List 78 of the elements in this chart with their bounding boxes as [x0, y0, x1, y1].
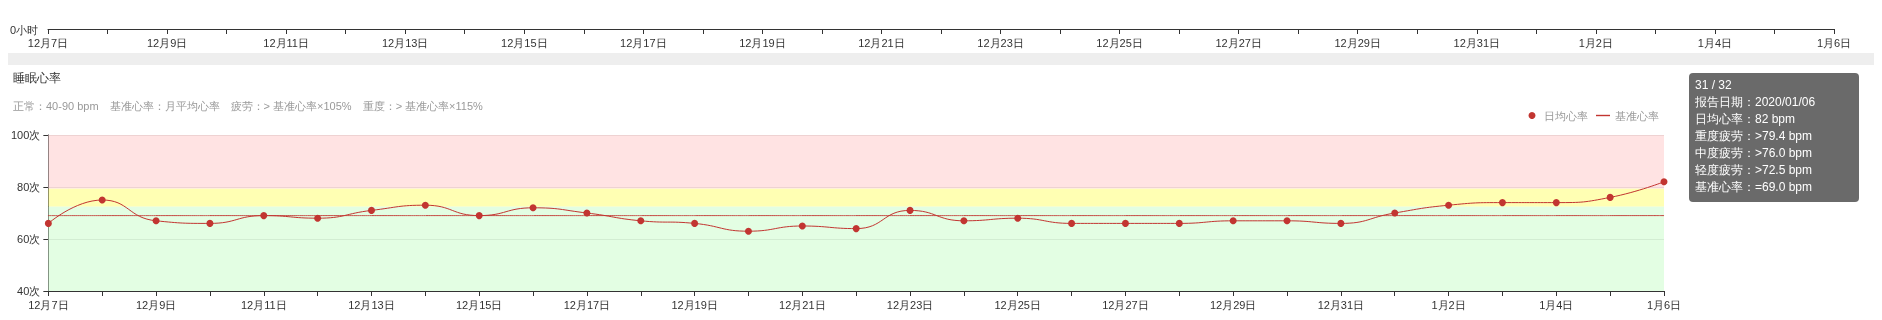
point	[421, 201, 429, 209]
x-tick-label: 12月11日	[240, 298, 287, 311]
point	[1498, 199, 1506, 207]
x-tick-label: 12月23日	[886, 298, 934, 311]
category-label: 12月21日	[858, 36, 905, 49]
text: 报告日期：2020/01/06	[1694, 95, 1816, 109]
chart-subtitle: 正常：40-90 bpm 基准心率：月平均心率 疲劳：> 基准心率×105% 重度：> 基准心率×115%	[13, 99, 484, 112]
point	[206, 219, 214, 227]
point	[1660, 178, 1668, 186]
point	[44, 219, 52, 227]
point	[637, 217, 645, 225]
text: 0小时	[10, 23, 39, 36]
category-label: 12月11日	[263, 36, 309, 49]
point	[1391, 209, 1399, 217]
point	[1068, 219, 1076, 227]
category-label: 12月13日	[381, 36, 429, 49]
text: 轻度疲劳：>72.5 bpm	[1695, 163, 1813, 177]
category-label: 12月15日	[501, 36, 548, 49]
point	[314, 214, 322, 222]
x-tick-label: 12月13日	[348, 298, 395, 311]
chart-title: 睡眠心率	[13, 71, 61, 85]
legend-label: 日均心率	[1544, 109, 1588, 122]
y-tick-label: 100次	[10, 129, 41, 141]
category-label: 12月17日	[620, 36, 667, 49]
x-tick-label: 12月17日	[563, 298, 611, 311]
point	[367, 206, 375, 214]
point	[98, 196, 106, 204]
point	[1606, 193, 1614, 201]
point	[852, 225, 860, 233]
y-tick-label: 40次	[17, 285, 41, 297]
legend-label: 基准心率	[1615, 109, 1659, 122]
x-tick-label: 12月29日	[1209, 298, 1257, 311]
category-label: 12月19日	[739, 36, 786, 49]
x-tick-label: 12月25日	[994, 298, 1041, 311]
point	[1283, 217, 1291, 225]
x-tick-label: 1月2日	[1431, 298, 1466, 311]
category-label: 12月25日	[1096, 36, 1143, 49]
x-tick-label: 12月21日	[779, 298, 826, 311]
category-label: 12月9日	[146, 36, 188, 49]
point	[960, 217, 968, 225]
point	[260, 212, 268, 220]
y-tick-label: 60次	[17, 233, 41, 245]
point	[1445, 201, 1453, 209]
point	[906, 206, 914, 214]
point	[1175, 219, 1183, 227]
point	[1337, 219, 1345, 227]
x-tick-label: 12月27日	[1102, 298, 1149, 311]
y-tick-label: 80次	[17, 181, 41, 193]
x-tick-label: 12月19日	[671, 298, 718, 311]
x-tick-label: 1月4日	[1539, 298, 1574, 311]
text: 重度疲劳：>79.4 bpm	[1695, 129, 1813, 143]
point	[1121, 219, 1129, 227]
text: 中度疲劳：>76.0 bpm	[1695, 146, 1813, 160]
x-tick-label: 1月6日	[1646, 298, 1682, 311]
point	[798, 222, 806, 230]
category-label: 12月31日	[1453, 36, 1501, 49]
category-label: 12月23日	[977, 36, 1024, 49]
x-tick-label: 12月7日	[28, 298, 69, 311]
category-label: 1月2日	[1578, 36, 1613, 49]
point	[691, 219, 699, 227]
category-label: 12月29日	[1334, 36, 1381, 49]
category-label: 1月6日	[1816, 36, 1852, 49]
text: 31 / 32	[1695, 78, 1733, 92]
category-label: 12月27日	[1215, 36, 1262, 49]
x-tick-label: 12月31日	[1317, 298, 1365, 311]
point	[1229, 217, 1237, 225]
point	[152, 217, 160, 225]
x-tick-label: 12月15日	[455, 298, 503, 311]
point	[1552, 199, 1560, 207]
x-tick-label: 12月9日	[135, 298, 177, 311]
text: 基准心率：=69.0 bpm	[1695, 180, 1813, 194]
point	[529, 204, 537, 212]
category-label: 12月7日	[27, 36, 69, 49]
category-label: 1月4日	[1697, 36, 1733, 49]
point	[1014, 214, 1022, 222]
text: 日均心率：82 bpm	[1695, 112, 1796, 126]
point	[475, 212, 483, 220]
point	[744, 227, 752, 235]
